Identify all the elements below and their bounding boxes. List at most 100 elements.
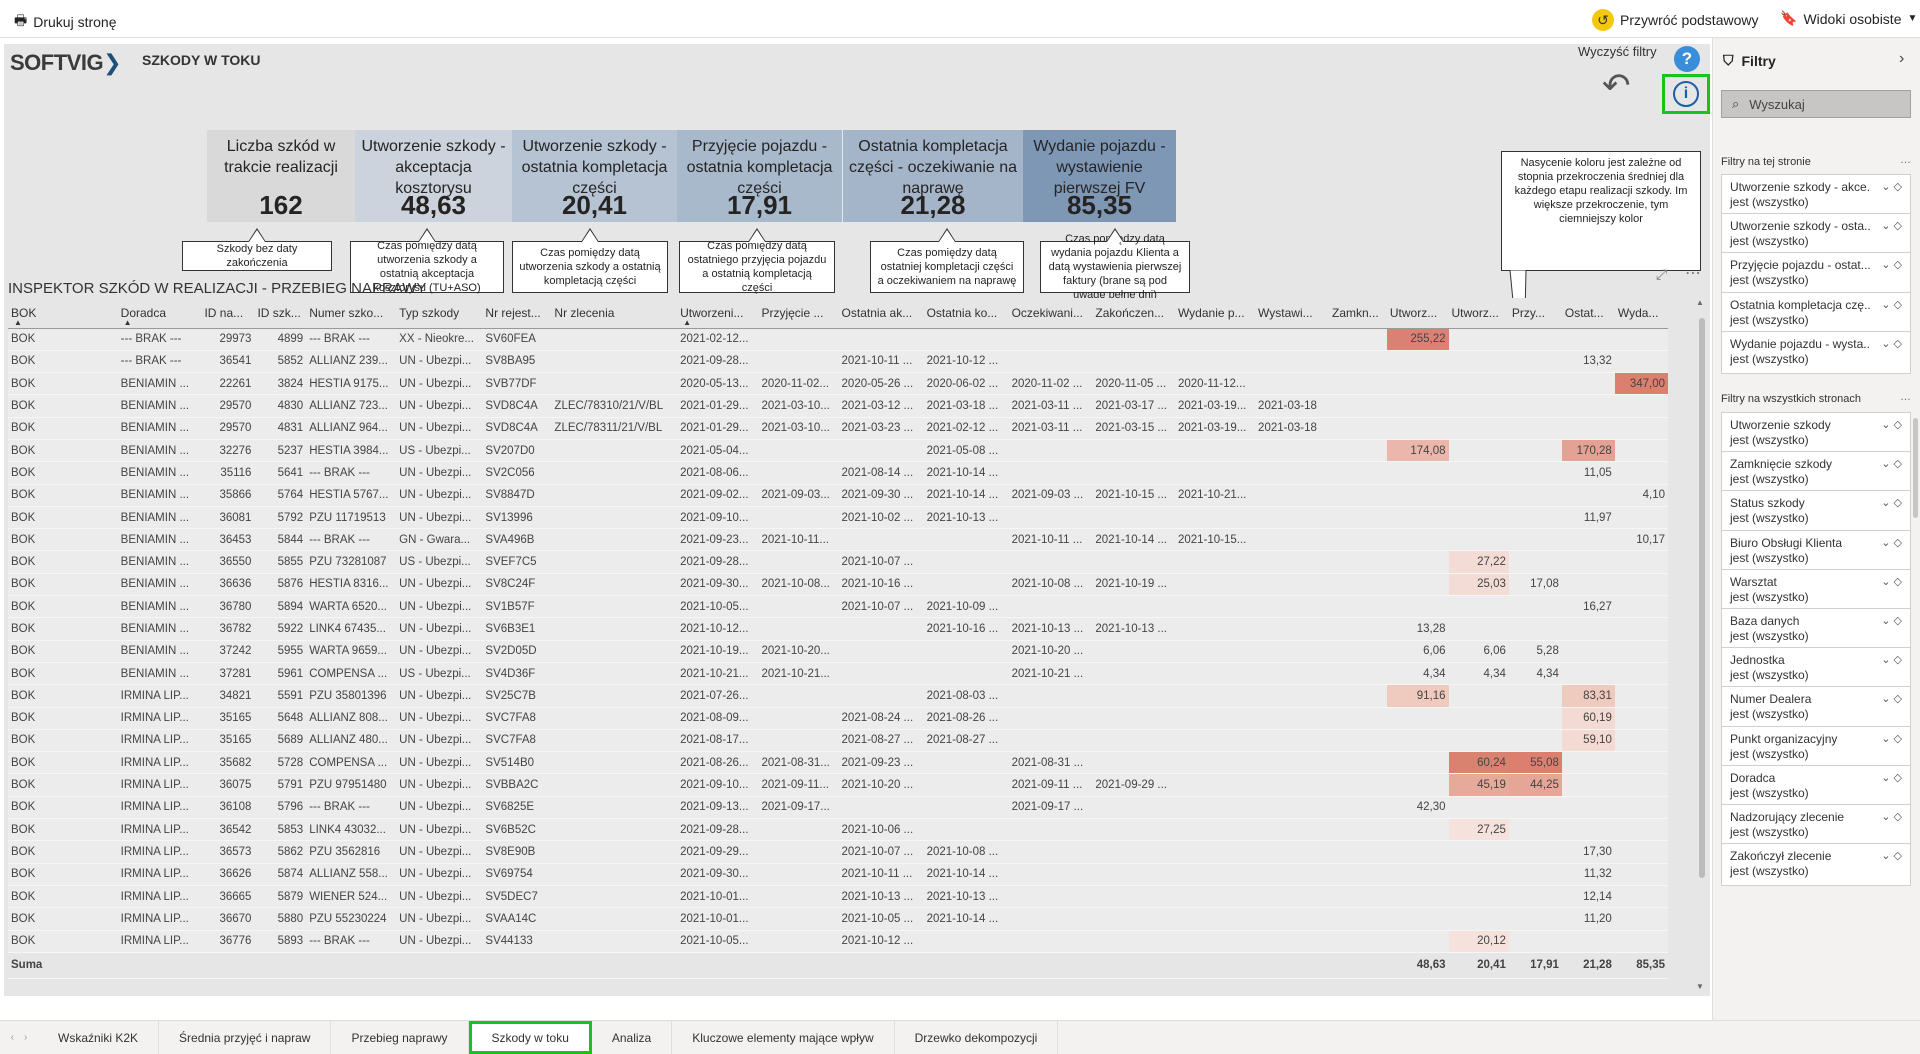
column-header[interactable]: Utworz... xyxy=(1448,298,1509,329)
filter-card[interactable]: Zamknięcie szkody jest (wszystko) ⌄ ◇ xyxy=(1721,451,1911,495)
filter-actions-icon[interactable]: ⌄ ◇ xyxy=(1881,615,1902,627)
scroll-down-icon[interactable]: ▼ xyxy=(1696,982,1704,991)
column-header[interactable]: Ostat... xyxy=(1561,298,1615,329)
filter-actions-icon[interactable]: ⌄ ◇ xyxy=(1881,298,1902,311)
column-header[interactable]: Ostatnia ak... xyxy=(838,298,924,329)
filter-card[interactable]: Status szkody jest (wszystko) ⌄ ◇ xyxy=(1721,490,1911,534)
print-page-button[interactable]: 🖶 Drukuj stronę xyxy=(14,10,116,34)
column-header[interactable]: Wydanie p... xyxy=(1174,298,1256,329)
filter-actions-icon[interactable]: ⌄ ◇ xyxy=(1881,654,1902,667)
column-header[interactable]: Typ szkody xyxy=(396,298,483,329)
column-header[interactable]: Utworzeni... ▲ xyxy=(677,298,759,329)
filter-card[interactable]: Warsztat jest (wszystko) ⌄ ◇ xyxy=(1721,568,1911,612)
column-header[interactable]: Numer szko... xyxy=(306,298,397,329)
filter-card[interactable]: Ostatnia kompletacja czę... jest (wszyst… xyxy=(1721,291,1911,335)
scroll-up-icon[interactable]: ▲ xyxy=(1696,298,1704,307)
page-tab[interactable]: Wskaźniki K2K xyxy=(38,1021,160,1054)
column-header[interactable]: Ostatnia ko... xyxy=(923,298,1009,329)
filter-actions-icon[interactable]: ⌄ ◇ xyxy=(1881,850,1902,863)
table-row[interactable]: BOK BENIAMIN ... 35116 5641 --- BRAK --- UN -… xyxy=(8,461,1668,485)
filter-actions-icon[interactable]: ⌄ ◇ xyxy=(1881,458,1902,471)
filter-actions-icon[interactable]: ⌄ ◇ xyxy=(1881,693,1902,706)
reset-default-button[interactable]: ↺ Przywróć podstawowy xyxy=(1592,9,1759,31)
chevron-right-icon[interactable]: › xyxy=(24,1032,28,1043)
page-tab[interactable]: Analiza xyxy=(592,1021,673,1054)
filter-card[interactable]: Utworzenie szkody - osta... jest (wszyst… xyxy=(1721,213,1911,257)
column-header[interactable]: Wystawi... xyxy=(1255,298,1329,329)
scrollbar-thumb[interactable] xyxy=(1699,318,1705,878)
table-row[interactable]: BOK BENIAMIN ... 22261 3824 HESTIA 9175... UN… xyxy=(8,372,1668,396)
table-row[interactable]: BOK --- BRAK --- 36541 5852 ALLIANZ 239... UN… xyxy=(8,350,1668,374)
filter-actions-icon[interactable]: ⌄ ◇ xyxy=(1881,220,1902,233)
table-row[interactable]: BOK BENIAMIN ... 36453 5844 --- BRAK --- GN -… xyxy=(8,528,1668,552)
filter-search-input[interactable]: ⌕ Wyszukaj xyxy=(1721,90,1911,118)
undo-icon[interactable]: ↶ xyxy=(1602,67,1631,105)
filter-card[interactable]: Baza danych jest (wszystko) ⌄ ◇ xyxy=(1721,608,1911,651)
table-row[interactable]: BOK IRMINA LIP... 35682 5728 COMPENSA ... UN … xyxy=(8,751,1668,775)
table-row[interactable]: BOK IRMINA LIP... 36665 5879 WIENER 524... UN… xyxy=(8,885,1668,909)
table-row[interactable]: BOK --- BRAK --- 29973 4899 --- BRAK --- XX -… xyxy=(8,328,1668,351)
table-row[interactable]: BOK BENIAMIN ... 37242 5955 WARTA 9659... UN … xyxy=(8,640,1668,663)
filter-actions-icon[interactable]: ⌄ ◇ xyxy=(1881,497,1902,510)
clear-filters-label[interactable]: Wyczyść filtry xyxy=(1578,44,1657,59)
table-row[interactable]: BOK BENIAMIN ... 36081 5792 PZU 11719513 UN -… xyxy=(8,506,1668,530)
filter-card[interactable]: Utworzenie szkody - akce... jest (wszyst… xyxy=(1721,174,1911,217)
page-tab[interactable]: Drzewko dekompozycji xyxy=(895,1021,1059,1054)
column-header[interactable]: Nr zlecenia xyxy=(551,298,678,329)
table-row[interactable]: BOK BENIAMIN ... 35866 5764 HESTIA 5767... UN… xyxy=(8,484,1668,507)
column-header[interactable]: Utworz... xyxy=(1386,298,1449,329)
info-icon[interactable]: i xyxy=(1673,81,1699,107)
filter-actions-icon[interactable]: ⌄ ◇ xyxy=(1881,419,1902,431)
table-row[interactable]: BOK BENIAMIN ... 37281 5961 COMPENSA ... US -… xyxy=(8,662,1668,686)
filter-actions-icon[interactable]: ⌄ ◇ xyxy=(1881,575,1902,588)
table-row[interactable]: BOK IRMINA LIP... 35165 5689 ALLIANZ 480... U… xyxy=(8,729,1668,753)
table-row[interactable]: BOK BENIAMIN ... 36550 5855 PZU 73281087 US -… xyxy=(8,550,1668,574)
column-header[interactable]: ID na... xyxy=(201,298,255,329)
column-header[interactable]: Doradca ▲ xyxy=(117,298,202,329)
table-row[interactable]: BOK BENIAMIN ... 29570 4830 ALLIANZ 723... UN… xyxy=(8,394,1668,418)
info-button-highlight[interactable]: i xyxy=(1662,74,1710,114)
filter-card[interactable]: Jednostka jest (wszystko) ⌄ ◇ xyxy=(1721,647,1911,691)
table-row[interactable]: BOK IRMINA LIP... 36108 5796 --- BRAK --- UN … xyxy=(8,796,1668,820)
filters-scrollbar[interactable] xyxy=(1913,418,1918,518)
filter-card[interactable]: Wydanie pojazdu - wysta... jest (wszystk… xyxy=(1721,330,1911,374)
table-scrollbar[interactable]: ▲ ▼ xyxy=(1696,298,1708,991)
filter-actions-icon[interactable]: ⌄ ◇ xyxy=(1881,536,1902,549)
help-icon[interactable]: ? xyxy=(1674,46,1700,72)
filter-card[interactable]: Utworzenie szkody jest (wszystko) ⌄ ◇ xyxy=(1721,412,1911,455)
filter-actions-icon[interactable]: ⌄ ◇ xyxy=(1881,771,1902,784)
table-row[interactable]: BOK IRMINA LIP... 36542 5853 LINK4 43032... U… xyxy=(8,818,1668,842)
column-header[interactable]: Oczekiwani... xyxy=(1008,298,1093,329)
filter-actions-icon[interactable]: ⌄ ◇ xyxy=(1881,259,1902,272)
more-options-icon[interactable]: ⋯ xyxy=(1685,265,1702,282)
page-tab[interactable]: Przebieg naprawy xyxy=(331,1021,469,1054)
filter-actions-icon[interactable]: ⌄ ◇ xyxy=(1881,181,1902,193)
tab-navigation[interactable]: ‹ › xyxy=(0,1021,38,1054)
section-more-icon[interactable]: … xyxy=(1900,154,1911,166)
filter-card[interactable]: Numer Dealera jest (wszystko) ⌄ ◇ xyxy=(1721,686,1911,730)
table-row[interactable]: BOK IRMINA LIP... 36670 5880 PZU 55230224 UN … xyxy=(8,907,1668,931)
focus-mode-icon[interactable]: ⤢ xyxy=(1656,266,1668,282)
page-tab[interactable]: Średnia przyjęć i napraw xyxy=(159,1021,332,1054)
column-header[interactable]: Przyjęcie ... xyxy=(758,298,839,329)
collapse-filters-icon[interactable]: › xyxy=(1899,50,1905,67)
filter-card[interactable]: Punkt organizacyjny jest (wszystko) ⌄ ◇ xyxy=(1721,725,1911,769)
filter-actions-icon[interactable]: ⌄ ◇ xyxy=(1881,732,1902,745)
table-row[interactable]: BOK BENIAMIN ... 36780 5894 WARTA 6520... UN … xyxy=(8,595,1668,619)
page-tab[interactable]: Kluczowe elementy mające wpływ xyxy=(672,1021,895,1054)
column-header[interactable]: Wyda... xyxy=(1614,298,1668,329)
table-row[interactable]: BOK BENIAMIN ... 36636 5876 HESTIA 8316... UN… xyxy=(8,573,1668,597)
chevron-left-icon[interactable]: ‹ xyxy=(10,1032,14,1043)
page-tab[interactable]: Szkody w toku xyxy=(468,1021,592,1054)
filter-card[interactable]: Zakończył zlecenie jest (wszystko) ⌄ ◇ xyxy=(1721,843,1911,887)
table-row[interactable]: BOK IRMINA LIP... 36573 5862 PZU 3562816 UN -… xyxy=(8,840,1668,864)
column-header[interactable]: Przy... xyxy=(1508,298,1562,329)
column-header[interactable]: ID szk... xyxy=(254,298,307,329)
table-row[interactable]: BOK BENIAMIN ... 32276 5237 HESTIA 3984... US… xyxy=(8,439,1668,463)
filter-card[interactable]: Doradca jest (wszystko) ⌄ ◇ xyxy=(1721,764,1911,808)
section-more-icon[interactable]: … xyxy=(1900,391,1911,403)
column-header[interactable]: BOK ▲ xyxy=(8,298,118,329)
table-row[interactable]: BOK IRMINA LIP... 36626 5874 ALLIANZ 558... U… xyxy=(8,863,1668,886)
filter-card[interactable]: Przyjęcie pojazdu - ostat... jest (wszys… xyxy=(1721,252,1911,296)
table-row[interactable]: BOK IRMINA LIP... 35165 5648 ALLIANZ 808... U… xyxy=(8,707,1668,730)
